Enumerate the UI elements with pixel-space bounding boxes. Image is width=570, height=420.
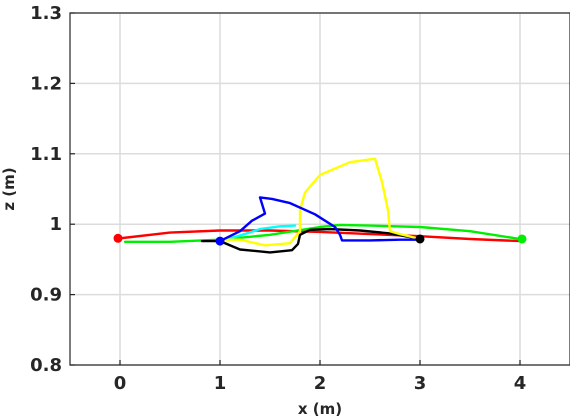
x-tick-label: 0 <box>114 373 127 394</box>
series-line-4 <box>218 224 297 243</box>
y-tick-label: 0.8 <box>30 355 62 376</box>
x-axis-label: x (m) <box>298 400 342 418</box>
y-tick-label: 1.3 <box>30 3 62 24</box>
y-tick-label: 0.9 <box>30 285 62 306</box>
x-tick-labels: 0 1 2 3 4 <box>114 373 527 394</box>
series-line-5 <box>218 157 422 247</box>
series-line-1 <box>118 229 522 243</box>
x-tick-label: 1 <box>214 373 227 394</box>
y-tick-label: 1.1 <box>30 144 62 165</box>
grid-lines <box>70 12 570 366</box>
endpoint-marker-3 <box>215 236 225 246</box>
series-line-3 <box>200 227 422 254</box>
x-tick-label: 3 <box>414 373 427 394</box>
series-lines <box>118 157 522 254</box>
tick-marks <box>70 12 521 366</box>
series-line-2 <box>123 223 522 244</box>
y-tick-labels: 0.8 0.9 1 1.1 1.2 1.3 <box>30 3 62 376</box>
endpoint-marker-1 <box>113 233 123 243</box>
series-line-6 <box>218 196 422 243</box>
endpoint-markers <box>113 233 527 246</box>
endpoint-marker-4 <box>415 234 425 244</box>
x-tick-label: 4 <box>514 373 527 394</box>
y-tick-label: 1.2 <box>30 73 62 94</box>
y-axis-label: z (m) <box>0 167 18 210</box>
y-tick-label: 1 <box>49 214 62 235</box>
x-tick-label: 2 <box>314 373 327 394</box>
endpoint-marker-2 <box>517 234 527 244</box>
